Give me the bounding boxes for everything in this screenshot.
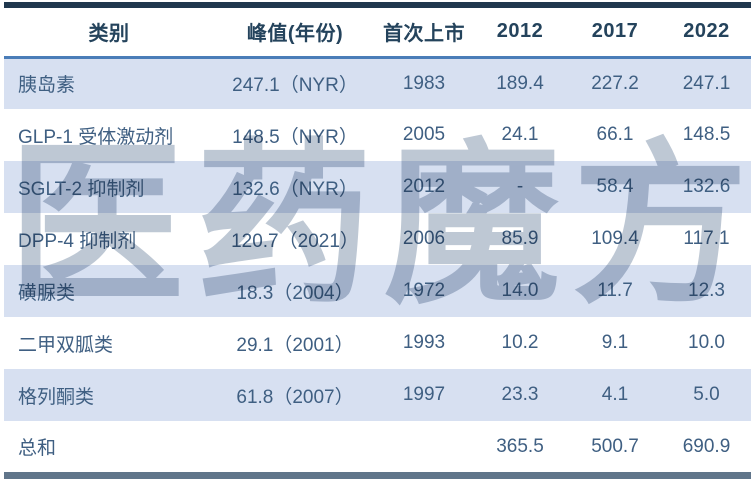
- cell-2022: 132.6: [682, 176, 731, 197]
- cell-category: GLP-1 受体激动剂: [18, 126, 174, 148]
- table-row-glitazone: 格列酮类 61.8（2007） 1997 23.3 4.1 5.0: [4, 369, 751, 421]
- column-header-2017: 2017: [568, 8, 662, 59]
- cell-category: 总和: [18, 438, 57, 459]
- column-header-category: 类别: [4, 8, 214, 59]
- cell-2012: 189.4: [496, 72, 544, 94]
- cell-peak: 132.6（NYR）: [232, 178, 358, 200]
- cell-2017: 66.1: [596, 124, 634, 145]
- column-header-peak-year: 峰值(年份): [214, 8, 376, 59]
- cell-2017: 109.4: [591, 228, 639, 249]
- cell-2022: 10.0: [688, 332, 725, 353]
- table-row-sglt2: SGLT-2 抑制剂 132.6（NYR） 2012 - 58.4 132.6: [4, 161, 751, 213]
- cell-launch: [376, 421, 472, 472]
- cell-category: 格列酮类: [18, 386, 95, 408]
- cell-2012: 365.5: [496, 435, 544, 457]
- cell-2022: 12.3: [688, 280, 725, 301]
- table-body: 胰岛素 247.1（NYR） 1983 189.4 227.2 247.1 GL…: [4, 57, 751, 472]
- cell-2012: 10.2: [501, 332, 539, 353]
- column-header-2012: 2012: [472, 8, 568, 59]
- cell-launch: 2012: [402, 176, 446, 197]
- cell-2022: 117.1: [683, 228, 730, 249]
- cell-category: 胰岛素: [18, 75, 76, 97]
- cell-launch: 1997: [402, 384, 446, 405]
- cell-2017: 4.1: [601, 384, 629, 405]
- table-row-total: 总和 365.5 500.7 690.9: [4, 421, 751, 472]
- cell-2012: 14.0: [501, 280, 539, 301]
- cell-launch: 1993: [402, 332, 446, 353]
- drug-class-sales-table: 类别 峰值(年份) 首次上市 2012 2017 2022 胰岛素 247.1（…: [4, 8, 751, 472]
- cell-2012: 24.1: [501, 124, 539, 145]
- cell-launch: 1983: [402, 72, 446, 94]
- cell-peak: 18.3（2004）: [236, 282, 354, 304]
- cell-2017: 11.7: [597, 280, 633, 301]
- column-header-first-launch: 首次上市: [376, 8, 472, 59]
- cell-category: 磺脲类: [18, 282, 76, 304]
- cell-peak: 247.1（NYR）: [232, 75, 358, 97]
- table-row-dpp4: DPP-4 抑制剂 120.7（2021） 2006 85.9 109.4 11…: [4, 213, 751, 265]
- header-row: 类别 峰值(年份) 首次上市 2012 2017 2022: [4, 8, 751, 59]
- cell-launch: 2006: [402, 228, 446, 249]
- table-row-insulin: 胰岛素 247.1（NYR） 1983 189.4 227.2 247.1: [4, 57, 751, 109]
- cell-2012: 23.3: [501, 384, 539, 405]
- cell-peak: [214, 421, 376, 472]
- cell-peak: 29.1（2001）: [236, 334, 354, 356]
- table-header: 类别 峰值(年份) 首次上市 2012 2017 2022: [4, 8, 751, 59]
- cell-category: SGLT-2 抑制剂: [18, 178, 145, 200]
- cell-2012: -: [516, 176, 524, 197]
- cell-2017: 227.2: [591, 72, 639, 94]
- cell-peak: 61.8（2007）: [236, 386, 354, 408]
- cell-launch: 2005: [402, 124, 446, 145]
- cell-2022: 247.1: [682, 72, 731, 94]
- cell-category: 二甲双胍类: [18, 334, 114, 356]
- column-header-2022: 2022: [662, 8, 751, 59]
- cell-2017: 9.1: [601, 332, 629, 353]
- cell-2022: 148.5: [682, 124, 731, 145]
- cell-2012: 85.9: [501, 228, 539, 249]
- cell-peak: 148.5（NYR）: [232, 126, 358, 148]
- drug-class-sales-table-wrap: 类别 峰值(年份) 首次上市 2012 2017 2022 胰岛素 247.1（…: [4, 2, 751, 479]
- cell-2017: 500.7: [591, 435, 639, 457]
- table-row-sulfonylurea: 磺脲类 18.3（2004） 1972 14.0 11.7 12.3: [4, 265, 751, 317]
- cell-2017: 58.4: [596, 176, 634, 197]
- table-row-metformin: 二甲双胍类 29.1（2001） 1993 10.2 9.1 10.0: [4, 317, 751, 369]
- cell-launch: 1972: [402, 280, 446, 301]
- cell-category: DPP-4 抑制剂: [18, 230, 137, 252]
- cell-peak: 120.7（2021）: [231, 230, 359, 252]
- cell-2022: 5.0: [693, 384, 720, 405]
- table-row-glp1: GLP-1 受体激动剂 148.5（NYR） 2005 24.1 66.1 14…: [4, 109, 751, 161]
- cell-2022: 690.9: [682, 435, 731, 457]
